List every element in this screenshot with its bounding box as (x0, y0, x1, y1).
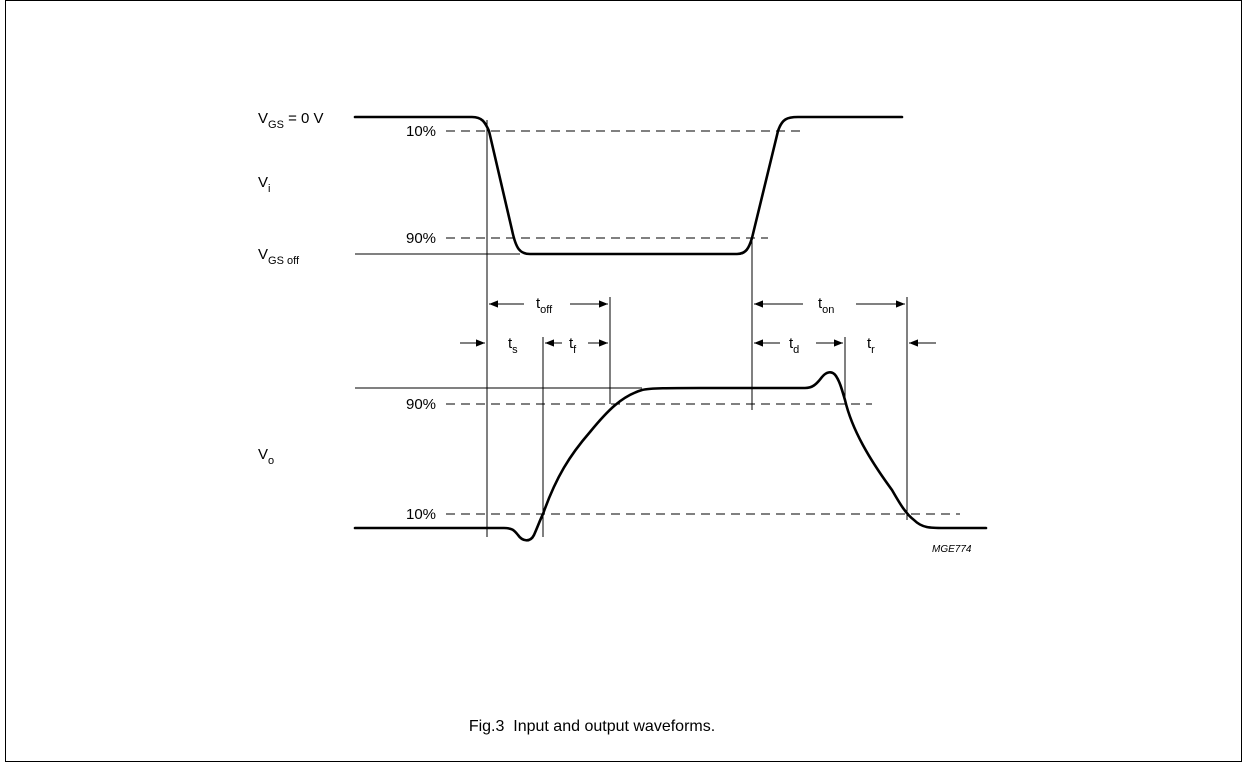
figure-frame (5, 0, 1242, 762)
output-10pct-label: 10% (406, 506, 436, 523)
vi-label: Vi (258, 174, 270, 195)
figure-caption: Fig.3 Input and output waveforms. (468, 718, 716, 735)
td-label: td (789, 335, 799, 356)
vgs-off-label: VGS off (258, 246, 300, 267)
tr-label: tr (867, 335, 875, 356)
input-waveform (353, 115, 904, 256)
output-90pct-label: 90% (406, 396, 436, 413)
ts-label: ts (508, 335, 518, 356)
toff-label: toff (536, 295, 553, 316)
input-90pct-label: 90% (406, 230, 436, 247)
vgs-zero-label: VGS = 0 V (258, 110, 324, 131)
figure-code: MGE774 (932, 544, 972, 555)
input-10pct-label: 10% (406, 123, 436, 140)
tf-label: tf (569, 335, 577, 356)
output-waveform (353, 371, 988, 542)
vo-label: Vo (258, 446, 274, 467)
ton-label: ton (818, 295, 834, 316)
